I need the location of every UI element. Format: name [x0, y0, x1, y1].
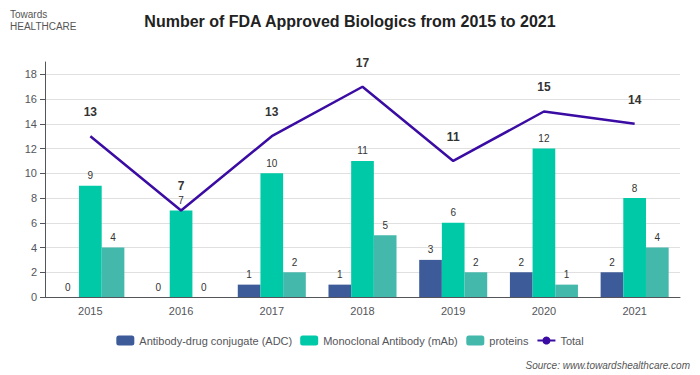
svg-text:4: 4 — [655, 232, 661, 243]
svg-text:2: 2 — [609, 257, 615, 268]
svg-text:Number of FDA Approved Biologi: Number of FDA Approved Biologics from 20… — [144, 13, 555, 30]
svg-text:HEALTHCARE: HEALTHCARE — [10, 21, 77, 32]
svg-text:7: 7 — [178, 179, 185, 193]
svg-text:Source: www.towardshealthcare.: Source: www.towardshealthcare.com — [525, 360, 690, 371]
svg-text:18: 18 — [25, 68, 37, 80]
svg-text:2: 2 — [31, 266, 37, 278]
svg-text:11: 11 — [447, 130, 460, 144]
svg-text:0: 0 — [31, 291, 37, 303]
svg-text:3: 3 — [428, 244, 434, 255]
svg-text:0: 0 — [201, 282, 207, 293]
svg-text:6: 6 — [450, 207, 456, 218]
svg-text:9: 9 — [88, 170, 94, 181]
svg-text:13: 13 — [84, 105, 98, 119]
svg-text:1: 1 — [337, 269, 343, 280]
svg-text:6: 6 — [31, 217, 37, 229]
svg-text:2020: 2020 — [532, 305, 556, 317]
svg-text:8: 8 — [31, 192, 37, 204]
svg-text:17: 17 — [356, 56, 370, 70]
svg-text:5: 5 — [382, 220, 388, 231]
svg-text:2017: 2017 — [260, 305, 284, 317]
svg-text:1: 1 — [564, 269, 570, 280]
svg-text:2018: 2018 — [350, 305, 374, 317]
svg-text:14: 14 — [628, 93, 642, 107]
svg-text:Monoclonal Antibody (mAb): Monoclonal Antibody (mAb) — [323, 335, 458, 347]
svg-text:4: 4 — [31, 242, 37, 254]
svg-text:14: 14 — [25, 118, 37, 130]
svg-text:Towards: Towards — [10, 9, 47, 20]
svg-text:2: 2 — [292, 257, 298, 268]
svg-text:2: 2 — [473, 257, 479, 268]
svg-text:2016: 2016 — [169, 305, 193, 317]
svg-text:13: 13 — [265, 105, 279, 119]
svg-text:0: 0 — [65, 282, 71, 293]
svg-text:11: 11 — [357, 145, 368, 156]
svg-text:1: 1 — [246, 269, 252, 280]
svg-text:Total: Total — [560, 335, 583, 347]
svg-text:8: 8 — [632, 183, 638, 194]
svg-text:2019: 2019 — [441, 305, 465, 317]
svg-text:12: 12 — [538, 133, 550, 144]
svg-text:10: 10 — [25, 167, 37, 179]
svg-text:2: 2 — [518, 257, 524, 268]
svg-text:4: 4 — [110, 232, 116, 243]
svg-text:proteins: proteins — [489, 335, 529, 347]
svg-text:12: 12 — [25, 143, 37, 155]
svg-text:Antibody-drug conjugate (ADC): Antibody-drug conjugate (ADC) — [139, 335, 292, 347]
svg-text:2021: 2021 — [622, 305, 646, 317]
svg-text:0: 0 — [156, 282, 162, 293]
svg-text:2015: 2015 — [78, 305, 102, 317]
svg-text:16: 16 — [25, 93, 37, 105]
svg-text:10: 10 — [266, 158, 278, 169]
svg-text:7: 7 — [178, 195, 184, 206]
svg-text:15: 15 — [537, 80, 551, 94]
